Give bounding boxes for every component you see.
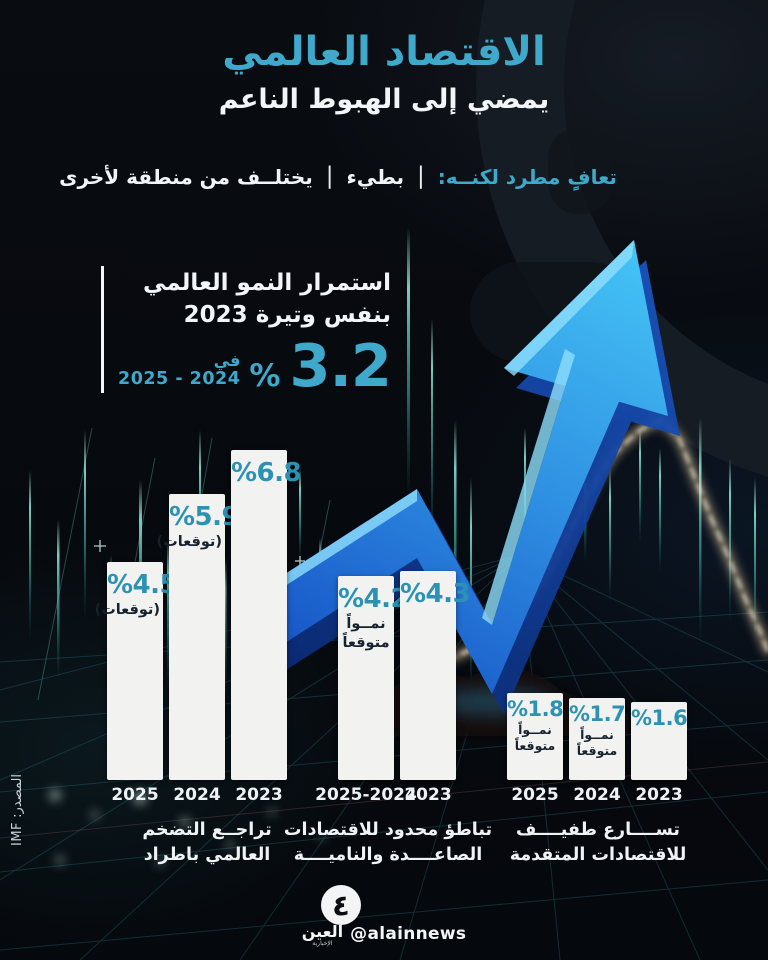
percent-sign: % <box>249 358 281 395</box>
group-caption: تباطؤ محدود للاقتصادات الصاعــــدة والنام… <box>283 820 493 865</box>
bar-year-label: 2024 <box>173 785 221 805</box>
bar: %4.3 <box>400 571 471 780</box>
group-caption: تســــارع طفيــــف للاقتصادات المتقدمة <box>509 820 687 865</box>
brand-name: العين <box>301 922 344 941</box>
bar-value: %4.3 <box>400 579 471 609</box>
bar-value: %5.9 <box>169 502 240 532</box>
trend-arrow <box>240 240 680 715</box>
bar: %6.8 <box>231 450 302 780</box>
bar-value: %1.7 <box>569 702 626 726</box>
alain-logo: ٤ <box>321 885 361 925</box>
bar: %4.2 نمــواً متوقعاً <box>338 576 409 780</box>
bar-value: %4.2 <box>338 584 409 614</box>
tagline-row: تعافٍ مطرد لكنــه: | بطيء | يختلــف من م… <box>0 163 676 190</box>
bar-note: (توقعات) <box>156 534 222 550</box>
bar-year-label: 2025 <box>111 785 159 805</box>
bar: %4.5 (توقعات) <box>94 562 178 780</box>
global-growth-block: استمرار النمو العالمي بنفس وتيرة 2023 3.… <box>101 266 392 401</box>
growth-period: في 2025 - 2024 <box>118 352 240 390</box>
bar-note: (توقعات) <box>94 602 160 618</box>
bar-value: %4.5 <box>107 570 178 600</box>
tagline-item-regions: يختلــف من منطقة لأخرى <box>59 165 313 189</box>
tagline-item-slow: بطيء <box>346 165 404 189</box>
page-subtitle: يمضي إلى الهبوط الناعم <box>218 84 550 115</box>
growth-value: 3.2 <box>289 331 392 401</box>
bar: %1.8 نمــواً متوقعاً <box>507 693 564 780</box>
bar-value: %6.8 <box>231 458 302 488</box>
bar-note: نمــواً متوقعاً <box>514 722 556 753</box>
source-note: المصدر: IMF <box>10 773 25 846</box>
bar-note: نمــواً متوقعاً <box>576 727 618 758</box>
bar-year-label: 2025 <box>511 785 559 805</box>
tagline-lead: تعافٍ مطرد لكنــه: <box>437 165 617 189</box>
bar: %1.6 <box>631 702 688 780</box>
bar-year-label: 2023 <box>235 785 283 805</box>
alain-logo-glyph: ٤ <box>332 889 350 923</box>
bar-year-label: 2025-2024 <box>315 785 417 805</box>
tagline-separator: | <box>325 163 334 189</box>
bar-value: %1.8 <box>507 697 564 721</box>
brand-wordmark: العين الإخبارية <box>302 924 343 947</box>
footer-credit: العين الإخبارية @alainnews <box>0 924 768 947</box>
bar-year-label: 2023 <box>635 785 683 805</box>
bar-value: %1.6 <box>631 706 688 730</box>
bar-note: نمــواً متوقعاً <box>342 616 390 651</box>
growth-line1: استمرار النمو العالمي <box>143 270 391 296</box>
bar: %5.9 (توقعات) <box>156 494 240 780</box>
bar: %1.7 نمــواً متوقعاً <box>569 698 626 780</box>
bar-year-label: 2023 <box>404 785 452 805</box>
tagline-separator: | <box>416 163 425 189</box>
page-title: الاقتصاد العالمي <box>222 29 546 75</box>
social-handle: @alainnews <box>350 924 467 944</box>
growth-line2: بنفس وتيرة 2023 <box>183 301 391 328</box>
growth-period-prefix: في <box>213 350 241 370</box>
brand-tagline: الإخبارية <box>312 940 333 947</box>
growth-period-years: 2025 - 2024 <box>118 368 241 389</box>
bar-year-label: 2024 <box>573 785 621 805</box>
growth-stat: 3.2 % في 2025 - 2024 <box>118 331 392 401</box>
group-caption: تراجــع التضخم العالمي باطراد <box>142 820 272 865</box>
